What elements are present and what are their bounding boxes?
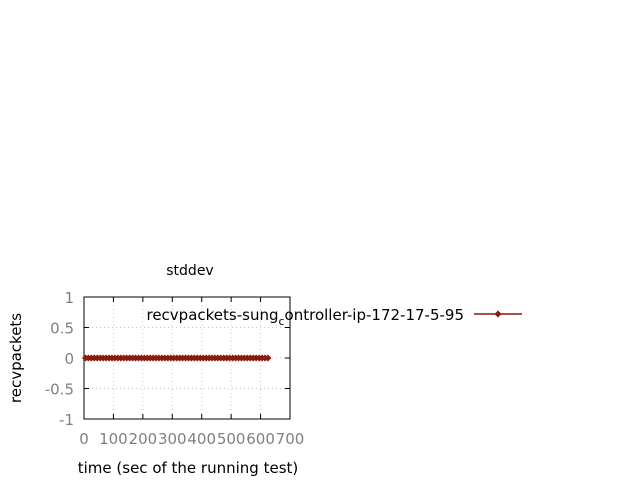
- y-tick-label: 1: [64, 289, 74, 307]
- ticks: [83, 296, 291, 420]
- legend-label-subscript: c: [278, 315, 284, 328]
- x-tick-label: 700: [276, 430, 305, 448]
- x-tick-label: 600: [246, 430, 275, 448]
- legend-label: recvpackets-sungcontroller-ip-172-17-5-9…: [146, 306, 464, 328]
- data-point: [264, 354, 272, 362]
- x-tick-label: 400: [187, 430, 216, 448]
- tick-labels: 0 100 200 300 400 500 600 700 1 0.5 0 -0.5 -1: [45, 289, 305, 448]
- legend-label-part-2: ontroller-ip-172-17-5-95: [285, 306, 464, 324]
- y-axis-label: recvpackets: [7, 313, 25, 403]
- legend: recvpackets-sungcontroller-ip-172-17-5-9…: [146, 306, 522, 328]
- legend-label-part-1: recvpackets-sung: [146, 306, 278, 324]
- x-tick-label: 500: [217, 430, 246, 448]
- y-tick-label: -1: [59, 411, 74, 429]
- x-tick-label: 300: [158, 430, 187, 448]
- y-tick-label: 0.5: [50, 320, 74, 338]
- x-axis-label: time (sec of the running test): [78, 459, 299, 477]
- series-group: [81, 354, 272, 362]
- x-tick-label: 200: [129, 430, 158, 448]
- legend-marker: [494, 310, 502, 318]
- x-tick-label: 100: [99, 430, 128, 448]
- y-tick-label: 0: [64, 350, 74, 368]
- chart-title: stddev: [166, 263, 213, 279]
- y-tick-label: -0.5: [45, 381, 74, 399]
- x-tick-label: 0: [79, 430, 89, 448]
